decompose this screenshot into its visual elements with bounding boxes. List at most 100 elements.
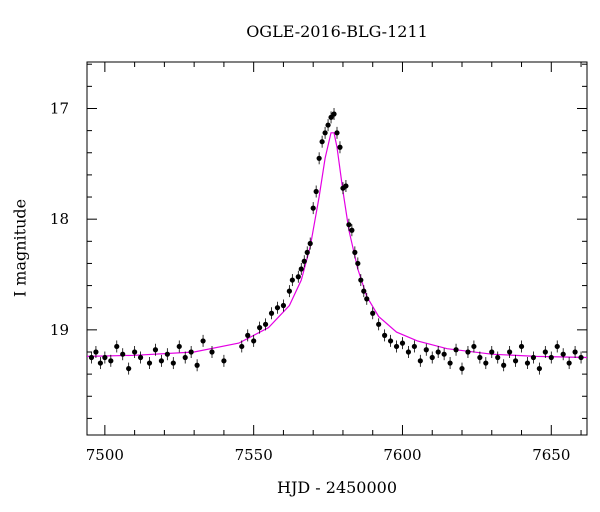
data-point [337, 144, 343, 150]
data-point [102, 354, 108, 361]
data-point [343, 183, 349, 189]
data-point [137, 354, 144, 361]
data-point [170, 360, 176, 366]
data-point [501, 362, 507, 368]
data-point [274, 305, 281, 311]
data-point [126, 365, 132, 372]
data-point [512, 358, 519, 364]
data-point [295, 274, 301, 280]
data-point [441, 351, 447, 357]
model-curve [86, 132, 588, 359]
data-point [355, 260, 361, 267]
data-point [405, 349, 412, 355]
data-point [483, 360, 489, 366]
data-point [349, 227, 355, 233]
x-tick-label: 7500 [86, 446, 124, 464]
data-point [319, 139, 325, 145]
data-point [387, 338, 394, 344]
data-point [423, 347, 429, 353]
data-point [524, 360, 531, 366]
data-point [554, 343, 560, 350]
data-point [370, 310, 376, 316]
data-point [495, 354, 501, 361]
data-point [200, 338, 206, 344]
data-point [132, 349, 138, 355]
data-point [507, 349, 513, 355]
data-point [346, 222, 352, 228]
data-point [257, 325, 263, 331]
data-point [542, 349, 548, 355]
data-point [399, 340, 406, 346]
data-point [245, 332, 251, 338]
data-point [465, 349, 471, 355]
data-point [334, 130, 340, 136]
x-tick-label: 7650 [532, 446, 570, 464]
data-point [93, 349, 99, 355]
data-point [578, 354, 584, 361]
data-point [382, 332, 388, 338]
data-point [188, 349, 194, 355]
data-point [453, 347, 459, 353]
data-point [536, 365, 542, 372]
data-point [209, 349, 215, 355]
data-point [146, 360, 153, 366]
data-point [322, 130, 328, 136]
data-point [411, 343, 417, 350]
data-point [97, 360, 103, 366]
data-point [307, 240, 313, 247]
data-point [361, 288, 367, 294]
data-point [158, 358, 165, 364]
data-point [313, 188, 319, 195]
data-point [194, 362, 200, 368]
data-point [286, 288, 292, 294]
data-point [489, 349, 495, 355]
data-point [316, 155, 322, 161]
data-point [331, 111, 337, 117]
y-tick-label: 18 [50, 210, 69, 228]
data-point [459, 365, 465, 372]
axis-tick-labels: 7500 7550 7600 7650 17 18 19 [50, 99, 570, 464]
data-point [477, 354, 483, 361]
data-point [435, 349, 441, 355]
data-point [560, 351, 566, 357]
data-point [164, 351, 170, 357]
x-tick-label: 7550 [235, 446, 273, 464]
data-point [376, 321, 382, 327]
data-point [548, 354, 554, 361]
data-point [289, 277, 295, 283]
data-point [471, 343, 477, 350]
plot-frame [86, 61, 588, 436]
data-point [114, 343, 120, 350]
data-point [120, 351, 126, 357]
data-point [152, 347, 159, 353]
data-point [352, 249, 358, 255]
data-point [530, 354, 537, 361]
data-point [518, 343, 525, 350]
data-point [364, 296, 370, 302]
x-axis-label: HJD - 2450000 [276, 478, 398, 497]
y-tick-label: 19 [50, 321, 69, 339]
data-point [358, 277, 364, 283]
data-point [325, 122, 331, 128]
data-point [221, 358, 227, 364]
data-point [262, 321, 269, 327]
data-point [298, 266, 304, 272]
data-point [566, 360, 572, 366]
data-point [304, 249, 310, 255]
data-point [429, 354, 435, 361]
data-point [88, 354, 95, 361]
data-point [447, 360, 453, 366]
data-point [393, 343, 400, 350]
data-point [328, 114, 334, 120]
data-point [108, 358, 114, 364]
x-tick-label: 7600 [383, 446, 421, 464]
data-point [182, 354, 188, 361]
data-point [417, 358, 423, 364]
data-point [301, 258, 307, 264]
y-tick-label: 17 [50, 99, 69, 117]
data-point [251, 338, 257, 344]
data-points [88, 108, 584, 375]
data-point [239, 343, 245, 350]
data-point [310, 205, 316, 211]
